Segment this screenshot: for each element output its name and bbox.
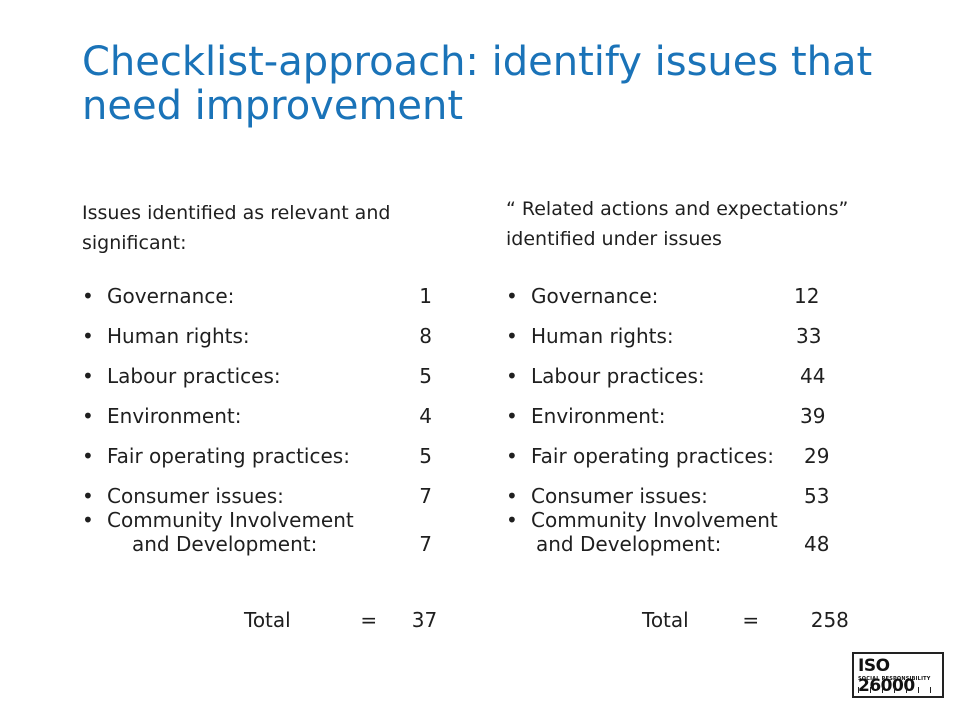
issue-label: Fair operating practices: [107,444,350,468]
left-total-row: Total = 37 [244,608,437,632]
list-item: • Human rights: 33 [506,324,906,364]
issue-count: 5 [419,444,432,468]
issue-label: Human rights: [107,324,250,348]
right-total-row: Total = 258 [642,608,849,632]
right-column: “ Related actions and expectations” iden… [506,198,906,632]
issue-label: Governance: [107,284,235,308]
issue-count: 4 [419,404,432,428]
right-action-list: • Governance: 12 • Human rights: 33 • La… [506,284,906,572]
list-item: • Environment: 39 [506,404,906,444]
list-item: • Consumer issues: 7 [82,484,462,508]
total-label: Total [244,608,291,632]
action-count: 29 [804,444,830,468]
bullet-icon: • [506,444,518,468]
left-column: Issues identified as relevant and signif… [82,198,462,632]
logo-tick-marks [858,687,938,693]
issue-label: Environment: [107,404,242,428]
action-count: 44 [800,364,826,388]
action-count: 12 [794,284,820,308]
issue-count: 1 [419,284,432,308]
action-count: 39 [800,404,826,428]
bullet-icon: • [506,284,518,308]
issue-label: Governance: [531,284,659,308]
list-item: • Governance: 12 [506,284,906,324]
issue-label: Fair operating practices: [531,444,774,468]
issue-count: 7 [419,532,432,556]
issue-count: 7 [419,484,432,508]
action-count: 48 [804,532,830,556]
bullet-icon: • [506,484,518,508]
issue-label: Human rights: [531,324,674,348]
bullet-icon: • [82,324,94,348]
slide-title: Checklist-approach: identify issues that… [82,39,873,129]
list-item: • Fair operating practices: 29 [506,444,906,484]
bullet-icon: • [506,364,518,388]
list-item: • Community Involvement [506,508,906,532]
bullet-icon: • [82,284,94,308]
list-item: • Environment: 4 [82,404,462,444]
issue-label: Labour practices: [107,364,281,388]
total-value: 37 [411,608,438,632]
list-item-continuation: and Development: 48 [506,532,906,572]
list-item: • Governance: 1 [82,284,462,324]
bullet-icon: • [506,508,518,532]
action-count: 33 [796,324,822,348]
issue-label: Consumer issues: [531,484,708,508]
issue-label-continuation: and Development: [536,532,722,556]
issue-count: 5 [419,364,432,388]
issue-label-continuation: and Development: [132,532,318,556]
bullet-icon: • [506,404,518,428]
issue-label: Community Involvement [531,508,778,532]
list-item-continuation: and Development: 7 [82,532,462,572]
list-item: • Labour practices: 44 [506,364,906,404]
list-item: • Fair operating practices: 5 [82,444,462,484]
total-equals: = [360,608,378,632]
issue-label: Environment: [531,404,666,428]
bullet-icon: • [82,444,94,468]
list-item: • Labour practices: 5 [82,364,462,404]
bullet-icon: • [82,364,94,388]
logo-sub-text: SOCIAL RESPONSIBILITY [858,676,931,682]
issue-count: 8 [419,324,432,348]
total-value: 258 [810,608,849,632]
bullet-icon: • [82,508,94,532]
issue-label: Labour practices: [531,364,705,388]
total-equals: = [742,608,760,632]
action-count: 53 [804,484,830,508]
list-item: • Community Involvement [82,508,462,532]
issue-label: Consumer issues: [107,484,284,508]
left-issue-list: • Governance: 1 • Human rights: 8 • Labo… [82,284,462,572]
bullet-icon: • [82,404,94,428]
bullet-icon: • [506,324,518,348]
right-column-heading: “ Related actions and expectations” iden… [506,198,849,250]
total-label: Total [642,608,689,632]
bullet-icon: • [82,484,94,508]
list-item: • Consumer issues: 53 [506,484,906,508]
list-item: • Human rights: 8 [82,324,462,364]
left-column-heading: Issues identified as relevant and signif… [82,202,391,254]
issue-label: Community Involvement [107,508,354,532]
iso-26000-logo: ISO 26000 SOCIAL RESPONSIBILITY [852,652,944,698]
